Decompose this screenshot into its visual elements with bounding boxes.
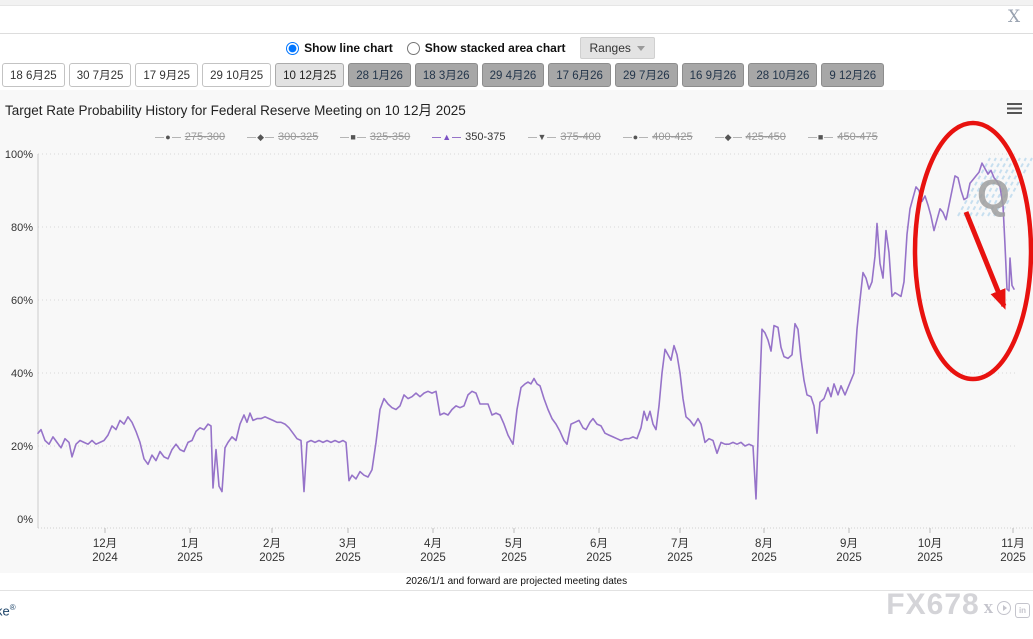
svg-text:80%: 80% — [11, 222, 33, 234]
fx678-logo-text: FX678 — [886, 588, 980, 621]
series-marker-icon: ◆ — [714, 132, 742, 142]
legend-label: 400-425 — [652, 131, 693, 143]
radio-stacked-area-label: Show stacked area chart — [424, 41, 566, 55]
series-marker-icon: ▼ — [527, 132, 557, 142]
svg-text:6月: 6月 — [590, 538, 608, 550]
svg-text:11月: 11月 — [1001, 538, 1024, 550]
legend-label: 275-300 — [184, 131, 226, 143]
svg-text:12月: 12月 — [93, 538, 117, 550]
legend-item[interactable]: ● 400-425 — [622, 131, 693, 143]
projection-note: 2026/1/1 and forward are projected meeti… — [405, 576, 628, 587]
chart-title: Target Rate Probability History for Fede… — [5, 103, 466, 118]
svg-text:9月: 9月 — [840, 538, 858, 550]
svg-text:4月: 4月 — [424, 538, 442, 550]
radio-stacked-area-input[interactable] — [406, 41, 420, 55]
probability-line-chart: 100% 80% 60% 40% 20% 0% 12月 2024 1月 2025 2月 2025 3月 2… — [5, 120, 1033, 564]
svg-text:2025: 2025 — [751, 552, 777, 564]
series-marker-icon: ● — [155, 132, 181, 142]
legend-item[interactable]: ◆ 425-450 — [714, 131, 786, 143]
meeting-tab[interactable]: 17 6月26 — [548, 63, 611, 87]
svg-text:2025: 2025 — [836, 552, 862, 564]
svg-text:2025: 2025 — [501, 552, 527, 564]
meeting-tab[interactable]: 28 10月26 — [748, 63, 818, 87]
source-logo-fragment: ke® — [0, 603, 16, 619]
meeting-tab[interactable]: 29 4月26 — [481, 63, 545, 87]
svg-text:2025: 2025 — [917, 552, 943, 564]
twitter-x-icon: X — [983, 602, 993, 616]
svg-text:Q: Q — [977, 171, 1010, 218]
svg-text:3月: 3月 — [339, 538, 357, 550]
svg-text:2025: 2025 — [177, 552, 203, 564]
chart-container: Target Rate Probability History for Fede… — [0, 90, 1033, 573]
hamburger-menu-icon[interactable] — [1007, 103, 1022, 114]
meeting-tab[interactable]: 16 9月26 — [681, 63, 745, 87]
chart-legend: ● 275-300 ◆ 300-325 ■ 325-350 ▲ 350-375 ▼ 375-400… — [0, 131, 1033, 143]
triangle-marker-icon: ▲ — [432, 132, 462, 142]
legend-item[interactable]: ▼ 375-400 — [527, 131, 601, 143]
chart-type-controls: Show line chart Show stacked area chart … — [0, 37, 987, 59]
meeting-tab[interactable]: 28 1月26 — [348, 63, 411, 87]
svg-text:2025: 2025 — [420, 552, 446, 564]
svg-text:8月: 8月 — [755, 538, 773, 550]
svg-text:2025: 2025 — [586, 552, 612, 564]
close-button[interactable]: X — [1007, 7, 1021, 27]
svg-text:100%: 100% — [5, 149, 33, 161]
legend-label: 350-375 — [465, 131, 506, 143]
radio-line-chart-label: Show line chart — [304, 41, 393, 55]
svg-text:40%: 40% — [11, 368, 33, 380]
svg-text:10月: 10月 — [918, 538, 942, 550]
legend-label: 375-400 — [560, 131, 601, 143]
legend-label: 325-350 — [369, 131, 411, 143]
legend-item[interactable]: ■ 325-350 — [340, 131, 410, 143]
legend-label: 425-450 — [745, 131, 786, 143]
series-marker-icon: ● — [622, 132, 649, 142]
meeting-date-tabs: 18 6月25 30 7月25 17 9月25 29 10月25 10 12月25 28 … — [2, 63, 1031, 87]
svg-text:7月: 7月 — [671, 538, 689, 550]
header-divider — [0, 33, 1033, 34]
series-marker-icon: ■ — [807, 132, 834, 142]
series-marker-icon: ◆ — [247, 132, 275, 142]
linkedin-icon: in — [1015, 603, 1030, 618]
series-marker-icon: ■ — [340, 132, 366, 142]
svg-text:1月: 1月 — [181, 538, 199, 550]
meeting-tab[interactable]: 29 10月25 — [202, 63, 272, 87]
video-icon — [997, 601, 1011, 615]
meeting-tab[interactable]: 9 12月26 — [821, 63, 885, 87]
svg-text:2024: 2024 — [92, 552, 118, 564]
legend-label: 300-325 — [278, 131, 319, 143]
meeting-tab[interactable]: 10 12月25 — [275, 63, 345, 87]
footer-divider — [0, 590, 1033, 591]
svg-text:2025: 2025 — [335, 552, 361, 564]
legend-item[interactable]: ▲ 350-375 — [432, 131, 506, 143]
legend-item[interactable]: ● 275-300 — [155, 131, 225, 143]
meeting-tab[interactable]: 29 7月26 — [614, 63, 678, 87]
svg-text:0%: 0% — [17, 514, 33, 526]
radio-line-chart-input[interactable] — [286, 41, 300, 55]
meeting-tab[interactable]: 17 9月25 — [135, 63, 199, 87]
svg-text:2月: 2月 — [263, 538, 281, 550]
legend-item[interactable]: ■ 450-475 — [807, 131, 878, 143]
svg-text:2025: 2025 — [1000, 552, 1026, 564]
svg-text:2025: 2025 — [667, 552, 693, 564]
fx678-watermark: FX678 X in — [886, 588, 1030, 621]
radio-stacked-area[interactable]: Show stacked area chart — [406, 41, 566, 55]
meeting-tab[interactable]: 30 7月25 — [68, 63, 132, 87]
meeting-tab[interactable]: 18 6月25 — [2, 63, 65, 87]
top-strip — [0, 0, 1033, 6]
chevron-down-icon — [636, 45, 645, 51]
svg-text:20%: 20% — [11, 441, 33, 453]
meeting-tab[interactable]: 18 3月26 — [414, 63, 478, 87]
legend-label: 450-475 — [837, 131, 878, 143]
ranges-dropdown[interactable]: Ranges — [579, 37, 655, 59]
svg-text:5月: 5月 — [505, 538, 523, 550]
radio-line-chart[interactable]: Show line chart — [286, 41, 393, 55]
legend-item[interactable]: ◆ 300-325 — [247, 131, 318, 143]
svg-text:2025: 2025 — [259, 552, 285, 564]
ranges-dropdown-label: Ranges — [589, 41, 631, 55]
svg-text:60%: 60% — [11, 295, 33, 307]
